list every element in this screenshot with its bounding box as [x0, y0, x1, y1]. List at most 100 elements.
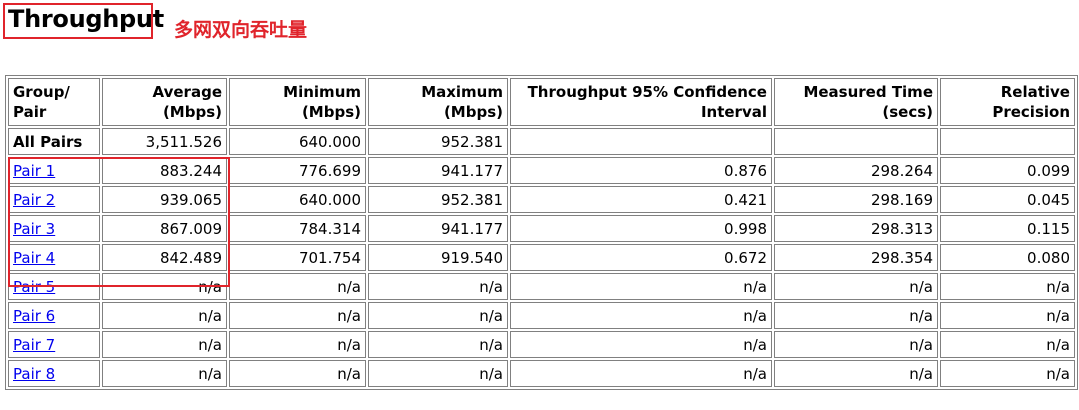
measured-time-cell: n/a	[774, 302, 938, 329]
confidence-cell: n/a	[510, 273, 772, 300]
summary-maximum: 952.381	[368, 128, 508, 155]
pair-cell: Pair 8	[8, 360, 100, 387]
maximum-cell: 952.381	[368, 186, 508, 213]
minimum-cell: n/a	[229, 302, 366, 329]
precision-cell: 0.115	[940, 215, 1075, 242]
summary-label: All Pairs	[8, 128, 100, 155]
confidence-cell: 0.876	[510, 157, 772, 184]
maximum-cell: 941.177	[368, 157, 508, 184]
col-header-line2: Pair	[13, 103, 47, 121]
col-header-relative-precision: Relative Precision	[940, 78, 1075, 126]
col-header-line1: Minimum	[283, 83, 361, 101]
col-header-line2: (Mbps)	[162, 103, 222, 121]
col-header-line1: Average	[152, 83, 222, 101]
col-header-confidence: Throughput 95% Confidence Interval	[510, 78, 772, 126]
minimum-cell: n/a	[229, 360, 366, 387]
pair-1-link[interactable]: Pair 1	[13, 161, 56, 180]
measured-time-cell: 298.264	[774, 157, 938, 184]
summary-confidence	[510, 128, 772, 155]
throughput-table: Group/Pair Average (Mbps) Minimum (Mbps) M…	[5, 75, 1078, 390]
precision-cell: 0.099	[940, 157, 1075, 184]
col-header-line2: (Mbps)	[443, 103, 503, 121]
measured-time-cell: 298.354	[774, 244, 938, 271]
average-cell: 883.244	[102, 157, 227, 184]
precision-cell: n/a	[940, 273, 1075, 300]
measured-time-cell: n/a	[774, 331, 938, 358]
pair-3-link[interactable]: Pair 3	[13, 219, 56, 238]
col-header-line2: Interval	[700, 103, 767, 121]
table-row: Pair 5 n/a n/a n/a n/a n/a n/a	[8, 273, 1075, 300]
pair-5-link[interactable]: Pair 5	[13, 277, 56, 296]
col-header-group-pair: Group/Pair	[8, 78, 100, 126]
pair-2-link[interactable]: Pair 2	[13, 190, 56, 209]
pair-cell: Pair 6	[8, 302, 100, 329]
measured-time-cell: 298.313	[774, 215, 938, 242]
measured-time-cell: n/a	[774, 273, 938, 300]
average-cell: n/a	[102, 273, 227, 300]
pair-cell: Pair 1	[8, 157, 100, 184]
pair-cell: Pair 2	[8, 186, 100, 213]
average-cell: n/a	[102, 302, 227, 329]
col-header-line1: Relative	[1000, 83, 1070, 101]
confidence-cell: 0.998	[510, 215, 772, 242]
maximum-cell: 941.177	[368, 215, 508, 242]
pair-cell: Pair 7	[8, 331, 100, 358]
average-cell: 867.009	[102, 215, 227, 242]
summary-row: All Pairs 3,511.526 640.000 952.381	[8, 128, 1075, 155]
col-header-average: Average (Mbps)	[102, 78, 227, 126]
table-row: Pair 6 n/a n/a n/a n/a n/a n/a	[8, 302, 1075, 329]
col-header-line2: (Mbps)	[301, 103, 361, 121]
confidence-cell: 0.672	[510, 244, 772, 271]
pair-4-link[interactable]: Pair 4	[13, 248, 56, 267]
pair-cell: Pair 3	[8, 215, 100, 242]
minimum-cell: n/a	[229, 273, 366, 300]
col-header-maximum: Maximum (Mbps)	[368, 78, 508, 126]
pair-6-link[interactable]: Pair 6	[13, 306, 56, 325]
average-cell: n/a	[102, 331, 227, 358]
pair-8-link[interactable]: Pair 8	[13, 364, 56, 383]
measured-time-cell: 298.169	[774, 186, 938, 213]
summary-average: 3,511.526	[102, 128, 227, 155]
table-row: Pair 7 n/a n/a n/a n/a n/a n/a	[8, 331, 1075, 358]
precision-cell: 0.080	[940, 244, 1075, 271]
maximum-cell: n/a	[368, 360, 508, 387]
pair-7-link[interactable]: Pair 7	[13, 335, 56, 354]
summary-minimum: 640.000	[229, 128, 366, 155]
col-header-line2: (secs)	[882, 103, 933, 121]
precision-cell: n/a	[940, 302, 1075, 329]
table-row: Pair 4 842.489 701.754 919.540 0.672 298…	[8, 244, 1075, 271]
col-header-line1: Maximum	[421, 83, 503, 101]
title-highlight-box	[3, 3, 153, 39]
precision-cell: 0.045	[940, 186, 1075, 213]
maximum-cell: n/a	[368, 331, 508, 358]
minimum-cell: n/a	[229, 331, 366, 358]
table-row: Pair 2 939.065 640.000 952.381 0.421 298…	[8, 186, 1075, 213]
precision-cell: n/a	[940, 360, 1075, 387]
summary-precision	[940, 128, 1075, 155]
table-row: Pair 8 n/a n/a n/a n/a n/a n/a	[8, 360, 1075, 387]
col-header-line1: Group/	[13, 83, 70, 101]
table-row: Pair 3 867.009 784.314 941.177 0.998 298…	[8, 215, 1075, 242]
confidence-cell: 0.421	[510, 186, 772, 213]
precision-cell: n/a	[940, 331, 1075, 358]
confidence-cell: n/a	[510, 360, 772, 387]
minimum-cell: 776.699	[229, 157, 366, 184]
average-cell: 842.489	[102, 244, 227, 271]
maximum-cell: n/a	[368, 273, 508, 300]
col-header-line1: Throughput 95% Confidence	[527, 83, 767, 101]
confidence-cell: n/a	[510, 302, 772, 329]
col-header-minimum: Minimum (Mbps)	[229, 78, 366, 126]
minimum-cell: 784.314	[229, 215, 366, 242]
confidence-cell: n/a	[510, 331, 772, 358]
page-title: Throughput	[8, 5, 164, 33]
col-header-line2: Precision	[992, 103, 1070, 121]
maximum-cell: n/a	[368, 302, 508, 329]
maximum-cell: 919.540	[368, 244, 508, 271]
average-cell: 939.065	[102, 186, 227, 213]
col-header-measured-time: Measured Time (secs)	[774, 78, 938, 126]
measured-time-cell: n/a	[774, 360, 938, 387]
summary-measured-time	[774, 128, 938, 155]
throughput-table-wrap: Group/Pair Average (Mbps) Minimum (Mbps) M…	[5, 75, 1078, 390]
header-row: Group/Pair Average (Mbps) Minimum (Mbps) M…	[8, 78, 1075, 126]
